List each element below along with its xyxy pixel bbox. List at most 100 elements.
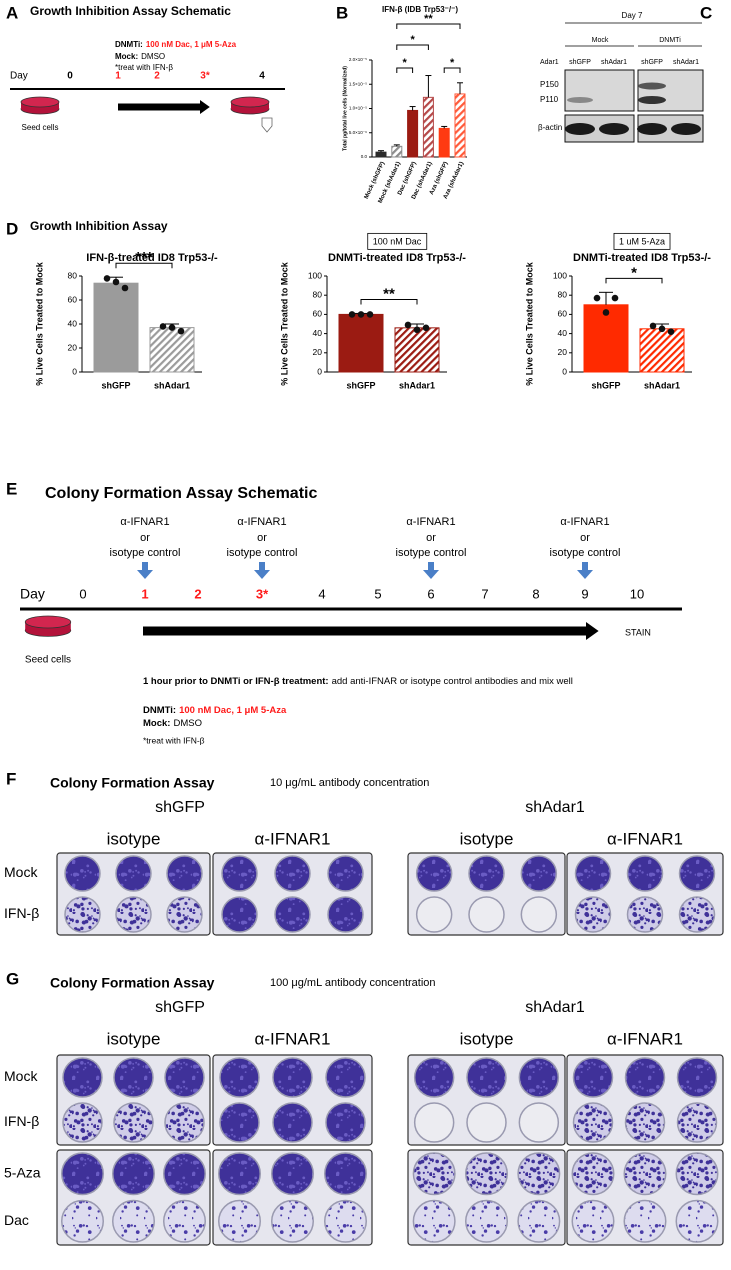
day: 6 — [427, 586, 434, 601]
arrow-shaft — [118, 103, 200, 111]
lane-label: shGFP — [569, 59, 591, 66]
well — [163, 1199, 206, 1243]
well — [572, 1057, 614, 1098]
bar — [394, 327, 440, 373]
well — [61, 1199, 104, 1243]
antibody-label: or — [426, 532, 436, 544]
y-tick-label: 80 — [313, 289, 323, 299]
lane-label: shAdar1 — [601, 59, 627, 66]
label-line: Mock: DMSO — [115, 52, 165, 61]
well — [163, 1152, 206, 1196]
day: 0 — [67, 71, 73, 82]
band — [671, 123, 701, 135]
well — [517, 1152, 561, 1196]
y-tick-label: 1.5×10⁻⁵ — [349, 81, 367, 86]
bar — [93, 282, 139, 373]
well — [623, 1199, 667, 1243]
well — [518, 1102, 560, 1143]
well — [413, 1102, 455, 1143]
antibody-label: isotype control — [227, 547, 298, 559]
well — [624, 1102, 666, 1143]
y-axis-label: % Live Cells Treated to Mock — [279, 261, 289, 386]
significance-bracket — [396, 23, 461, 29]
stain-label: STAIN — [625, 627, 651, 637]
antibody-label: or — [140, 532, 150, 544]
label-line: 1 hour prior to DNMTi or IFN-β treatment… — [143, 676, 573, 687]
y-axis-label: % Live Cells Treated to Mock — [524, 261, 534, 386]
treat-arrow-shaft — [142, 562, 148, 571]
group-label: shGFP — [155, 799, 205, 816]
y-tick-label: 5.0×10⁻⁶ — [349, 130, 367, 135]
treatment-label: isotype — [107, 829, 161, 848]
well — [325, 1102, 366, 1143]
row-label: IFN-β — [4, 905, 39, 921]
well — [271, 1152, 314, 1196]
treat-arrow-head — [577, 570, 593, 579]
day: 4 — [318, 586, 325, 601]
panel-label: E — [6, 479, 17, 498]
well — [574, 855, 612, 892]
bar — [375, 151, 387, 158]
well — [676, 1057, 718, 1098]
well — [327, 855, 364, 892]
label-line: DNMTi: 100 nM Dac, 1 μM 5-Aza — [115, 40, 237, 49]
treatment-label: isotype — [107, 1029, 161, 1048]
treat-arrow-head — [423, 570, 439, 579]
label-part: DMSO — [173, 718, 202, 729]
day: 3* — [200, 71, 210, 82]
data-point — [121, 284, 129, 292]
label-part: Mock: — [115, 52, 138, 61]
y-tick-label: 20 — [558, 347, 568, 357]
y-tick-label: 2.0×10⁻⁵ — [349, 57, 367, 62]
x-tick-label: shAdar1 — [399, 380, 435, 390]
well — [468, 896, 505, 933]
x-tick-label: shGFP — [346, 380, 375, 390]
treatment-label: α-IFNAR1 — [607, 829, 683, 848]
day: 7 — [481, 586, 488, 601]
y-tick-label: 20 — [68, 342, 78, 352]
well — [465, 1199, 508, 1243]
band — [599, 123, 629, 135]
treatment-label: α-IFNAR1 — [255, 1029, 331, 1048]
well — [218, 1152, 261, 1196]
row-label: Mock — [4, 864, 38, 880]
concentration: 10 μg/mL antibody concentration — [270, 777, 429, 789]
well — [520, 896, 558, 933]
y-tick-label: 40 — [558, 328, 568, 338]
seed-label: Seed cells — [25, 655, 71, 666]
y-tick-label: 60 — [558, 309, 568, 319]
label-part: Mock: — [143, 718, 170, 729]
blot-row-label: Adar1 — [540, 59, 559, 66]
panel-title: Growth Inhibition Assay Schematic — [30, 4, 231, 18]
well — [624, 1057, 666, 1098]
treatment-label: α-IFNAR1 — [255, 829, 331, 848]
significance: *** — [135, 249, 153, 266]
data-point — [348, 311, 356, 318]
well — [676, 1102, 718, 1143]
well — [626, 855, 664, 892]
panel-label: F — [6, 769, 16, 788]
band-label: β-actin — [538, 123, 562, 132]
data-point — [413, 326, 421, 334]
bar — [391, 145, 403, 158]
significance: * — [410, 34, 415, 46]
data-point — [422, 324, 430, 332]
well — [623, 1152, 667, 1196]
label-part: DNMTi: — [115, 40, 143, 49]
well — [517, 1199, 561, 1243]
data-point — [177, 327, 185, 335]
bar — [639, 328, 685, 373]
data-point — [366, 311, 374, 318]
day: 2 — [194, 586, 201, 601]
label-part: 1 hour prior to DNMTi or IFN-β treatment… — [143, 676, 329, 687]
bar — [149, 327, 195, 373]
band-label: P150 — [540, 80, 559, 89]
band — [637, 123, 667, 135]
note: *treat with IFN-β — [115, 63, 173, 72]
box-frame — [367, 232, 428, 250]
row-label: Dac — [4, 1212, 29, 1228]
data-point — [168, 324, 176, 331]
blot — [637, 69, 704, 112]
blot-day: Day 7 — [622, 11, 643, 20]
well — [678, 855, 716, 892]
